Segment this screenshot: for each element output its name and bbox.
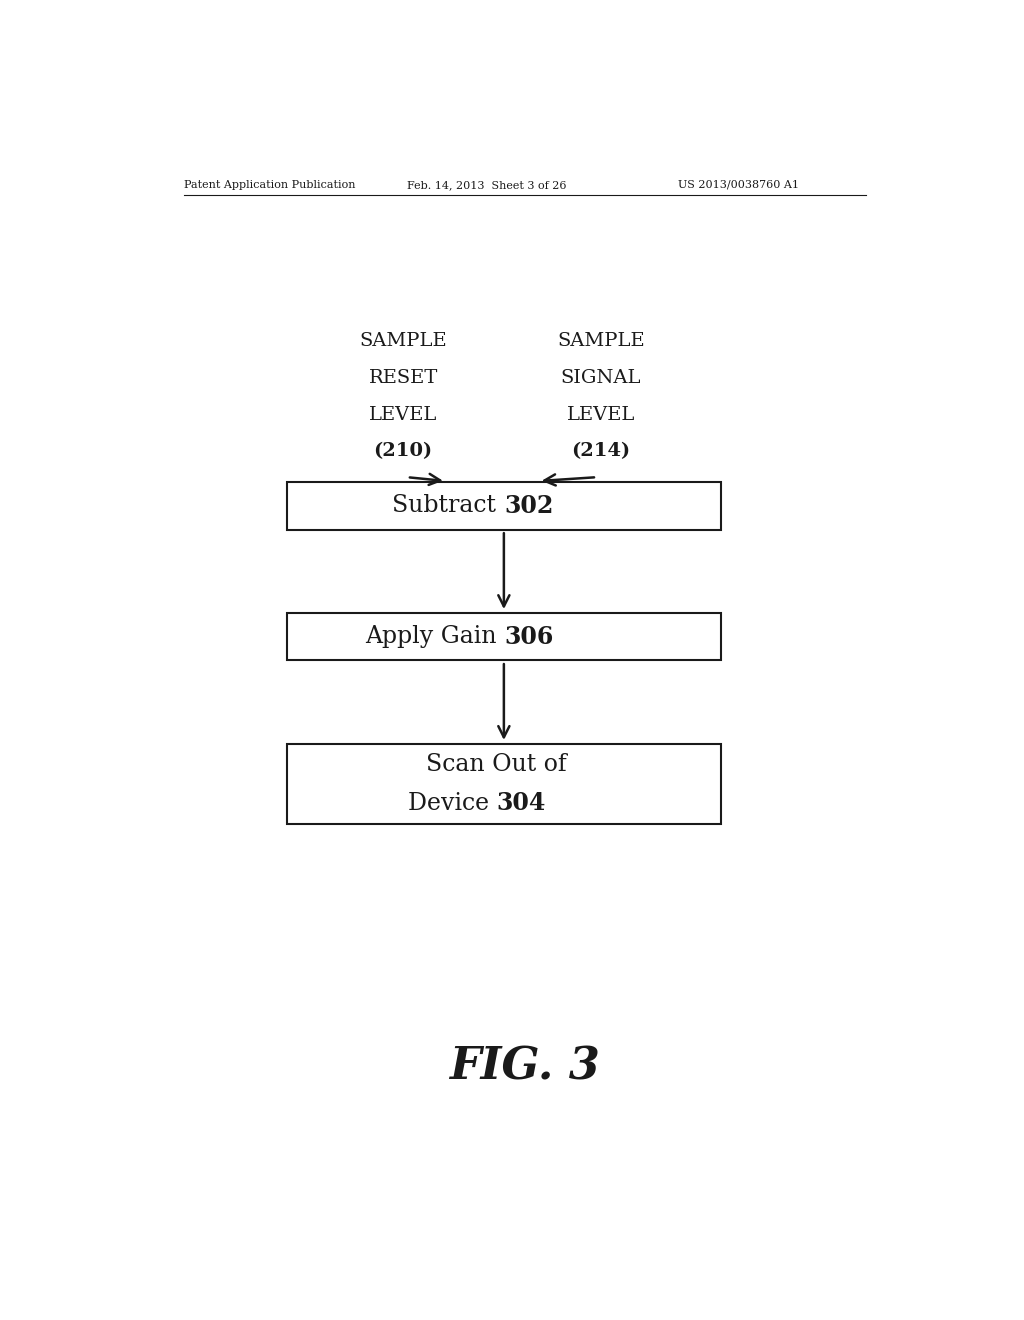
- Text: Subtract: Subtract: [392, 494, 504, 517]
- Text: SAMPLE: SAMPLE: [557, 331, 644, 350]
- Text: LEVEL: LEVEL: [566, 405, 635, 424]
- Text: Feb. 14, 2013  Sheet 3 of 26: Feb. 14, 2013 Sheet 3 of 26: [407, 180, 566, 190]
- Text: SAMPLE: SAMPLE: [359, 331, 446, 350]
- Text: US 2013/0038760 A1: US 2013/0038760 A1: [678, 180, 800, 190]
- Text: Device: Device: [408, 792, 496, 814]
- Bar: [287, 612, 721, 660]
- Text: 302: 302: [504, 494, 553, 517]
- Text: FIG. 3: FIG. 3: [450, 1045, 600, 1089]
- Text: Patent Application Publication: Patent Application Publication: [183, 180, 355, 190]
- Bar: [287, 482, 721, 529]
- Text: 304: 304: [496, 791, 546, 816]
- Text: SIGNAL: SIGNAL: [560, 368, 641, 387]
- Text: 306: 306: [504, 624, 553, 648]
- Text: Scan Out of: Scan Out of: [426, 754, 566, 776]
- Bar: [287, 743, 721, 825]
- Text: LEVEL: LEVEL: [369, 405, 437, 424]
- Text: (214): (214): [571, 442, 631, 461]
- Text: RESET: RESET: [369, 368, 438, 387]
- Text: (210): (210): [374, 442, 433, 461]
- Text: Apply Gain: Apply Gain: [365, 626, 504, 648]
